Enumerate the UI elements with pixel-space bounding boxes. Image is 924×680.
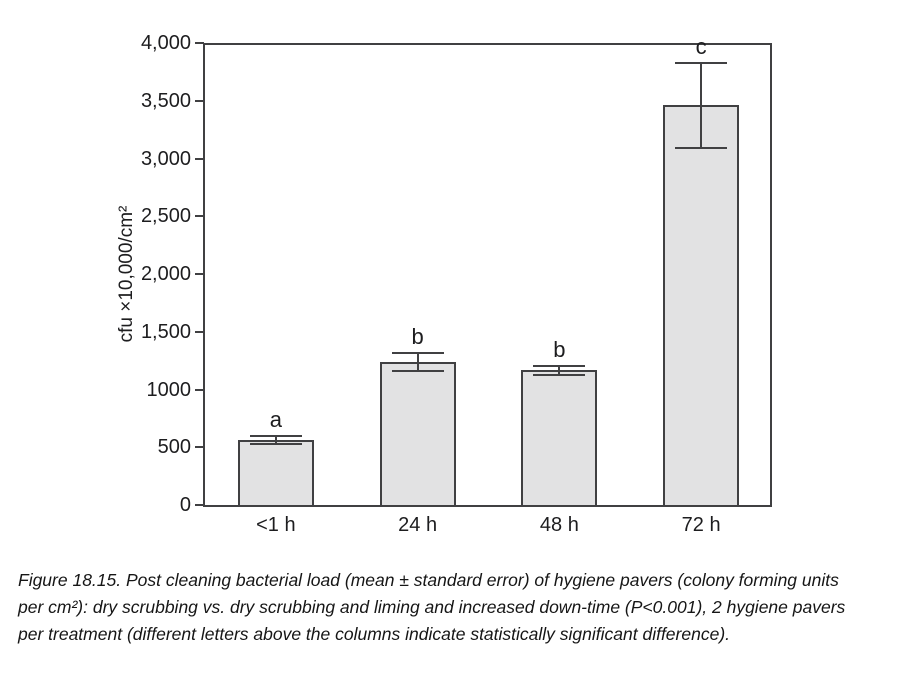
y-axis-tick [195,446,204,449]
error-bar-line [416,352,419,371]
error-bar-line [700,62,703,149]
significance-letter: c [695,33,707,59]
y-axis-tick [195,388,204,391]
y-axis-tick-label: 0 [179,494,191,516]
caption-line: per treatment (different letters above t… [18,624,731,644]
x-axis-label: 24 h [398,514,438,536]
error-bar-line [558,365,561,376]
error-bar-cap [533,374,586,377]
y-axis-tick-label: 2,500 [140,205,191,228]
x-axis-label: 72 h [681,514,721,536]
y-axis-tick-label: 1000 [146,378,192,401]
significance-letter: b [411,323,424,349]
error-bar-cap [533,364,586,367]
y-axis-tick [195,273,204,275]
x-axis-label: <1 h [256,514,296,536]
y-axis-tick [195,42,204,44]
y-axis-tick [195,504,204,506]
figure-caption: Figure 18.15. Post cleaning bacterial lo… [18,567,910,648]
y-axis-tick-label: 3,000 [140,147,191,170]
y-axis-tick-label: 1,500 [140,320,191,343]
y-axis-tick [195,99,204,102]
y-axis-tick [195,330,204,333]
error-bar-cap [249,442,302,445]
y-axis-tick-label: 3,500 [140,89,191,112]
y-axis-tick-label: 2,000 [140,263,191,285]
y-axis-tick-label: 4,000 [140,32,191,54]
error-bar-line [274,435,277,444]
bar [521,370,598,507]
y-axis-tick [195,157,204,160]
bar [237,439,314,507]
bar [663,105,740,507]
error-bar-cap [675,147,728,150]
y-axis-tick-label: 500 [157,436,191,459]
x-axis-label: 48 h [539,514,579,536]
error-bar-cap [391,370,444,373]
error-bar-cap [249,434,302,437]
significance-letter: b [553,336,566,362]
bar [379,361,456,507]
error-bar-cap [391,351,444,354]
y-axis-tick [195,215,204,218]
caption-line: Figure 18.15. Post cleaning bacterial lo… [18,570,839,590]
caption-line: per cm²): dry scrubbing vs. dry scrubbin… [18,597,846,617]
bar-chart: cfu ×10,000/cm² 0 500 1000 1,500 2,000 2,500 3… [116,32,772,536]
significance-letter: a [269,406,282,432]
error-bar-cap [675,61,728,64]
